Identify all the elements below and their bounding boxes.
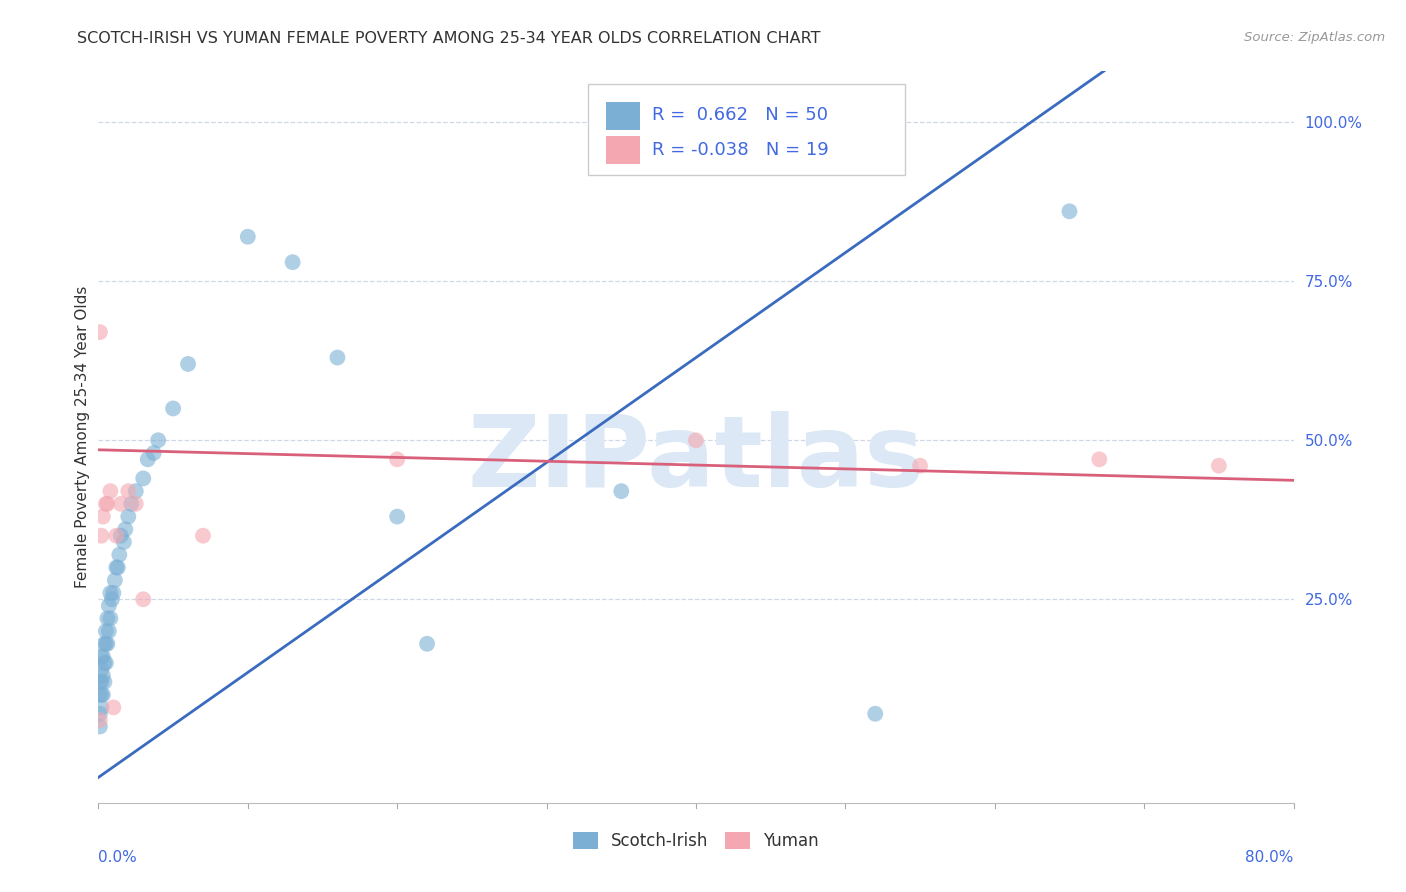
Point (865, 706, 887, 721)
Point (112, 535, 135, 549)
Point (96, 637, 118, 651)
Point (117, 509, 139, 524)
Point (685, 434, 707, 448)
Point (93, 637, 115, 651)
Point (94, 497, 117, 511)
FancyBboxPatch shape (606, 136, 640, 164)
Point (89, 706, 111, 721)
Point (107, 560, 129, 574)
Point (97, 624, 120, 638)
Point (108, 548, 131, 562)
Point (89, 675, 111, 690)
Point (162, 401, 184, 416)
Point (416, 637, 439, 651)
Point (90, 700, 112, 714)
Point (110, 529, 132, 543)
Text: 0.0%: 0.0% (98, 850, 138, 865)
Point (105, 560, 128, 574)
Point (89, 688, 111, 702)
FancyBboxPatch shape (606, 102, 640, 130)
Point (89, 719, 111, 733)
Point (281, 255, 304, 269)
Point (90, 688, 112, 702)
Point (1208, 458, 1230, 473)
Point (103, 586, 125, 600)
Point (908, 458, 931, 473)
Point (90, 675, 112, 690)
Point (96, 497, 118, 511)
Point (110, 497, 132, 511)
Point (326, 351, 349, 365)
Point (90, 662, 112, 676)
Text: ZIPatlas: ZIPatlas (468, 410, 924, 508)
Text: 80.0%: 80.0% (1246, 850, 1294, 865)
Point (1088, 452, 1111, 467)
Point (90, 529, 112, 543)
Point (132, 471, 155, 485)
Point (90, 649, 112, 664)
Point (114, 522, 136, 536)
Y-axis label: Female Poverty Among 25-34 Year Olds: Female Poverty Among 25-34 Year Olds (75, 286, 90, 588)
Text: R = -0.038   N = 19: R = -0.038 N = 19 (652, 141, 828, 159)
Point (125, 497, 148, 511)
Point (1059, 204, 1081, 219)
Point (142, 446, 165, 460)
Point (93, 675, 115, 690)
Legend: Scotch-Irish, Yuman: Scotch-Irish, Yuman (567, 825, 825, 856)
Point (104, 573, 127, 587)
Point (94, 656, 117, 670)
Point (98, 586, 122, 600)
Point (101, 592, 124, 607)
Point (91, 688, 114, 702)
Text: R =  0.662   N = 50: R = 0.662 N = 50 (652, 105, 828, 123)
Point (98, 611, 122, 625)
Point (103, 700, 125, 714)
Point (97, 599, 120, 613)
Point (132, 592, 155, 607)
Text: Source: ZipAtlas.com: Source: ZipAtlas.com (1244, 31, 1385, 45)
Point (94, 624, 117, 638)
Point (177, 357, 200, 371)
Point (91, 649, 114, 664)
Point (98, 484, 122, 499)
Point (385, 509, 409, 524)
Point (89, 325, 111, 339)
Point (93, 656, 115, 670)
Point (125, 484, 148, 499)
Point (148, 434, 170, 448)
Point (89, 713, 111, 727)
Point (96, 611, 118, 625)
FancyBboxPatch shape (589, 84, 905, 175)
Point (91, 509, 114, 524)
Point (120, 497, 142, 511)
Point (91, 668, 114, 682)
Point (610, 484, 633, 499)
Point (191, 529, 214, 543)
Point (385, 452, 409, 467)
Point (136, 452, 159, 467)
Point (105, 529, 128, 543)
Point (236, 229, 259, 244)
Text: SCOTCH-IRISH VS YUMAN FEMALE POVERTY AMONG 25-34 YEAR OLDS CORRELATION CHART: SCOTCH-IRISH VS YUMAN FEMALE POVERTY AMO… (77, 31, 821, 46)
Point (117, 484, 139, 499)
Point (94, 637, 117, 651)
